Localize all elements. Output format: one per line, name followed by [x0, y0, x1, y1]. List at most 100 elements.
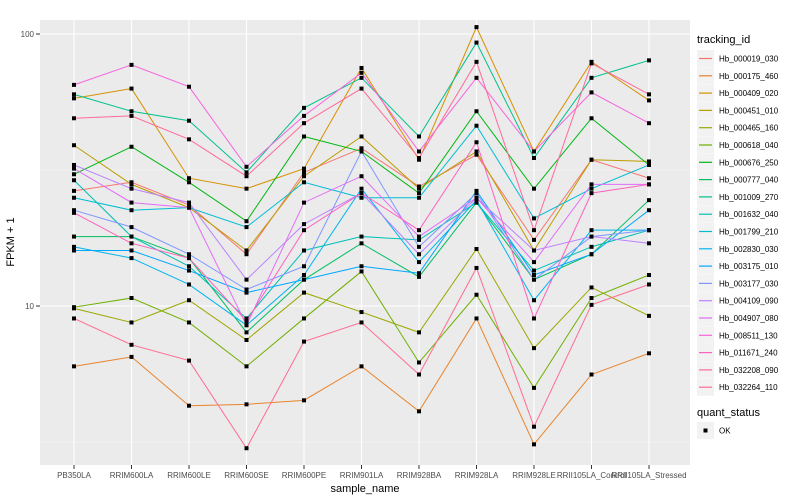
data-point [244, 330, 249, 335]
legend-label: Hb_011671_240 [719, 349, 778, 358]
data-point [589, 182, 594, 187]
data-point [187, 268, 191, 273]
data-point [647, 121, 651, 126]
data-point [72, 96, 76, 101]
data-point [417, 186, 421, 191]
legend-label: Hb_008511_130 [719, 331, 778, 340]
data-point [532, 216, 536, 221]
data-point [129, 186, 134, 191]
data-point [302, 316, 306, 321]
x-tick-label: RRIM600PE [282, 471, 326, 480]
data-point [647, 182, 651, 187]
data-point [359, 264, 364, 269]
data-point [417, 237, 421, 242]
x-tick-label: RRIM928LA [455, 471, 499, 480]
legend-label: Hb_000777_040 [719, 176, 779, 185]
data-point [302, 264, 306, 269]
data-point [187, 200, 191, 205]
data-point [302, 134, 306, 139]
data-point [589, 234, 594, 239]
data-point [359, 134, 364, 139]
data-point [417, 360, 421, 365]
data-point [417, 372, 421, 377]
data-point [359, 146, 364, 151]
data-point [72, 92, 76, 97]
data-point [532, 424, 536, 429]
data-point [359, 86, 364, 91]
data-point [474, 149, 479, 154]
data-point [244, 170, 249, 175]
data-point [129, 62, 134, 67]
data-point [532, 442, 536, 447]
data-point [474, 265, 479, 270]
data-point [417, 274, 421, 279]
data-point [647, 351, 651, 356]
x-tick-label: RRIM901LA [340, 471, 384, 480]
data-point [302, 113, 306, 118]
data-point [187, 298, 191, 303]
data-point [589, 252, 594, 257]
data-point [417, 244, 421, 249]
data-point [72, 188, 76, 193]
data-point [72, 208, 76, 213]
data-point [647, 198, 651, 203]
data-point [532, 237, 536, 242]
data-point [589, 372, 594, 377]
data-point [72, 172, 76, 177]
data-point [532, 277, 536, 282]
y-tick-label: 100 [21, 30, 35, 39]
data-point [474, 195, 479, 200]
data-point [359, 195, 364, 200]
data-point [589, 75, 594, 80]
data-point [72, 234, 76, 239]
data-point [244, 164, 249, 169]
data-point [417, 156, 421, 161]
data-point [129, 225, 134, 230]
x-tick-label: PB350LA [57, 471, 91, 480]
data-points [72, 25, 651, 451]
legend-quant-status: quant_status OK [697, 407, 760, 439]
legend-label: Hb_000019_030 [719, 55, 779, 64]
x-axis-ticks: PB350LA RRIM600LA RRIM600LE RRIM600SE RRIM60… [57, 465, 687, 480]
data-point [129, 109, 134, 114]
data-point [532, 248, 536, 253]
legend-label: Hb_001799_210 [719, 228, 779, 237]
data-point [187, 137, 191, 142]
data-point [187, 205, 191, 210]
data-point [129, 182, 134, 187]
data-point [302, 222, 306, 227]
data-point [532, 268, 536, 273]
legend-label: Hb_032264_110 [719, 383, 778, 392]
data-point [129, 180, 134, 185]
data-point [589, 116, 594, 121]
data-point [532, 260, 536, 265]
data-point [72, 305, 76, 310]
data-point [474, 25, 479, 30]
x-tick-label: RRIM600SE [224, 471, 268, 480]
data-point [474, 40, 479, 45]
data-point [244, 174, 249, 179]
data-point [72, 82, 76, 87]
data-point [302, 105, 306, 110]
data-point [129, 113, 134, 118]
data-point [72, 244, 76, 249]
data-point [187, 358, 191, 363]
data-point [474, 123, 479, 128]
x-tick-label: RRIM600LA [110, 471, 154, 480]
data-point [474, 200, 479, 205]
data-point [474, 247, 479, 252]
data-point [129, 296, 134, 301]
data-point [302, 170, 306, 175]
data-point [359, 70, 364, 75]
data-point [589, 244, 594, 249]
data-point [532, 385, 536, 390]
data-point [302, 248, 306, 253]
data-point [359, 320, 364, 325]
legend-label: Hb_001632_040 [719, 210, 779, 219]
data-point [359, 269, 364, 274]
data-point [589, 302, 594, 307]
data-point [129, 320, 134, 325]
data-point [647, 176, 651, 181]
legend-label: Hb_000175_460 [719, 72, 779, 81]
data-point [589, 296, 594, 301]
